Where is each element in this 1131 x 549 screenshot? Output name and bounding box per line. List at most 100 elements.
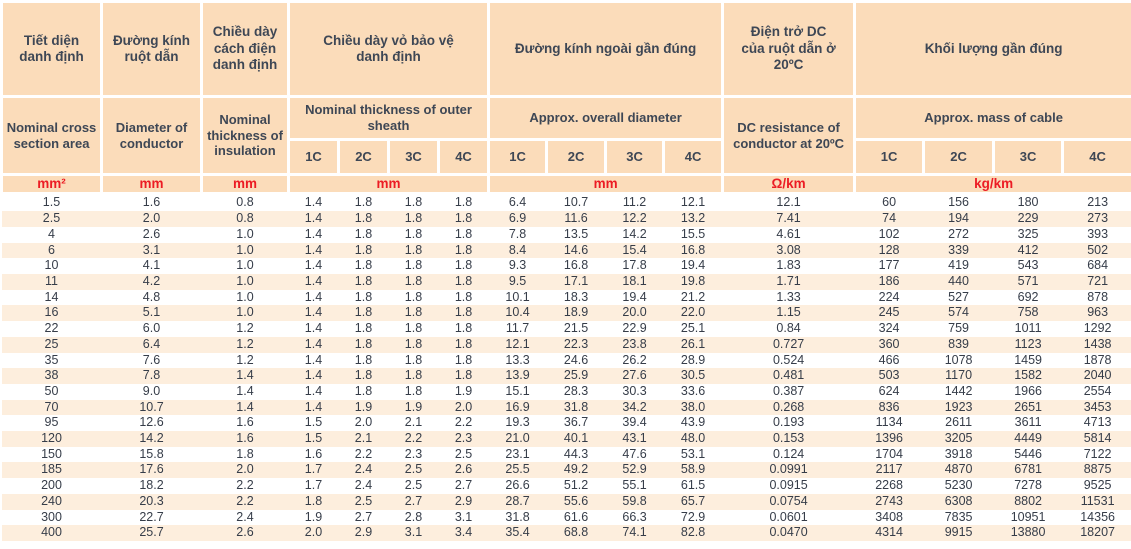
data-cell: 2.0: [354, 415, 373, 430]
data-cell: 1.8: [304, 493, 323, 508]
data-cell: 300: [41, 509, 62, 524]
data-cell: 1.8: [404, 226, 423, 241]
data-cell: 14: [44, 289, 59, 304]
data-cell: 13.3: [505, 352, 530, 367]
data-cell: 4.61: [776, 226, 801, 241]
data-cell: 339: [948, 242, 970, 257]
data-cell: 25.9: [563, 368, 589, 383]
data-cell: 1.71: [776, 273, 801, 288]
data-cell: 2.5: [404, 462, 423, 477]
data-cell: 1.4: [304, 368, 323, 383]
data-cell: 2.8: [404, 509, 423, 524]
data-cell: 13880: [1010, 525, 1046, 540]
data-cell: 31.8: [563, 399, 589, 414]
sheath-3c-label: 3C: [387, 138, 440, 176]
data-cell: 1.8: [404, 352, 423, 367]
data-cell: 1.8: [354, 383, 373, 398]
data-cell: 1.4: [304, 399, 323, 414]
table-row: 50 9.0 1.4 1.4 1.8 1.8 1.9 15.1 28.3 30.3 33.6 0.38…: [1, 383, 1131, 400]
data-cell: 70: [44, 399, 59, 414]
data-cell: 194: [948, 211, 970, 226]
data-cell: 1.6: [236, 431, 254, 446]
data-cell: 9.0: [142, 383, 161, 398]
data-cell: 15.4: [622, 242, 647, 257]
header-en-insulation-thickness: Nominal thickness of insulation: [200, 95, 290, 176]
table-row: 22 6.0 1.2 1.4 1.8 1.8 1.8 11.7 21.5 22.9 25.1 0.84…: [1, 321, 1131, 337]
table-row: 35 7.6 1.2 1.4 1.8 1.8 1.8 13.3 24.6 26.2 28.9 0.52…: [1, 352, 1131, 369]
data-cell: 1.8: [404, 383, 423, 398]
data-cell: 18.9: [563, 305, 589, 320]
data-cell: 17.1: [563, 273, 589, 288]
header-en-overall-diameter: Approx. overall diameter: [487, 95, 725, 141]
data-cell: 0.8: [236, 211, 254, 226]
data-cell: 1.4: [304, 289, 323, 304]
data-cell: 4.2: [142, 273, 161, 288]
data-cell: 66.3: [622, 509, 647, 524]
data-cell: 26.2: [622, 352, 647, 367]
data-cell: 28.9: [680, 352, 706, 367]
data-cell: 0.0754: [769, 493, 808, 508]
data-cell: 466: [878, 352, 900, 367]
data-cell: 1.4: [304, 258, 323, 273]
diameter-3c-label: 3C: [604, 138, 666, 176]
data-cell: 0.84: [776, 321, 801, 336]
data-cell: 1.4: [236, 368, 254, 383]
data-cell: 2.7: [454, 478, 473, 493]
data-cell: 1.8: [404, 321, 423, 336]
table-row: 38 7.8 1.4 1.4 1.8 1.8 1.8 13.9 25.9 27.6 30.5 0.48…: [1, 368, 1131, 384]
header-en-sheath-thickness: Nominal thickness of outer sheath: [286, 95, 491, 141]
data-cell: 1.8: [454, 305, 473, 320]
data-cell: 5.1: [142, 305, 161, 320]
data-cell: 6.0: [142, 321, 161, 336]
data-cell: 2.5: [404, 478, 423, 493]
data-cell: 574: [948, 305, 970, 320]
data-cell: 25.5: [505, 462, 530, 477]
header-vn-sheath-thickness: Chiều dày vỏ bảo vệ danh định: [286, 0, 491, 98]
data-cell: 12.2: [622, 211, 647, 226]
data-cell: 28.3: [563, 383, 589, 398]
data-cell: 3.4: [454, 525, 473, 540]
data-cell: 1.2: [236, 336, 254, 351]
data-cell: 2.4: [354, 462, 373, 477]
data-cell: 3.08: [776, 242, 801, 257]
data-cell: 6.4: [508, 195, 527, 210]
data-cell: 12.1: [776, 195, 801, 210]
data-cell: 1966: [1014, 383, 1042, 398]
data-cell: 419: [948, 258, 970, 273]
data-cell: 213: [1087, 195, 1109, 210]
data-cell: 2268: [875, 478, 903, 493]
data-cell: 543: [1017, 258, 1039, 273]
data-cell: 1.8: [404, 258, 423, 273]
data-cell: 22.7: [139, 509, 164, 524]
mass-4c-label: 4C: [1061, 138, 1131, 176]
data-cell: 16.8: [680, 242, 706, 257]
data-cell: 0.0601: [769, 509, 808, 524]
data-cell: 224: [878, 289, 900, 304]
table-row: 4 2.6 1.0 1.4 1.8 1.8 1.8 7.8 13.5 14.2 15.5 4.61 10…: [1, 226, 1131, 243]
data-cell: 185: [41, 462, 62, 477]
data-cell: 502: [1087, 242, 1109, 257]
data-cell: 35.4: [505, 525, 530, 540]
data-cell: 120: [41, 431, 62, 446]
data-cell: 3611: [1014, 415, 1042, 430]
data-cell: 6.9: [508, 211, 527, 226]
data-cell: 2.3: [454, 431, 473, 446]
data-cell: 34.2: [622, 399, 647, 414]
data-cell: 360: [878, 336, 900, 351]
data-cell: 22.9: [622, 321, 647, 336]
data-cell: 22.0: [680, 305, 706, 320]
data-cell: 6308: [944, 493, 973, 508]
data-cell: 10.7: [139, 399, 164, 414]
table-row: 95 12.6 1.6 1.5 2.0 2.1 2.2 19.3 36.7 39.4 43.9 0.1…: [1, 415, 1131, 432]
data-cell: 72.9: [680, 509, 706, 524]
data-cell: 14.6: [563, 242, 589, 257]
sheath-4c-label: 4C: [436, 138, 491, 176]
data-cell: 2.7: [354, 509, 373, 524]
data-cell: 1123: [1014, 336, 1042, 351]
data-cell: 39.4: [622, 415, 647, 430]
data-cell: 1.4: [304, 211, 323, 226]
data-cell: 1.8: [354, 273, 373, 288]
data-cell: 2.5: [354, 493, 373, 508]
data-cell: 440: [948, 273, 970, 288]
